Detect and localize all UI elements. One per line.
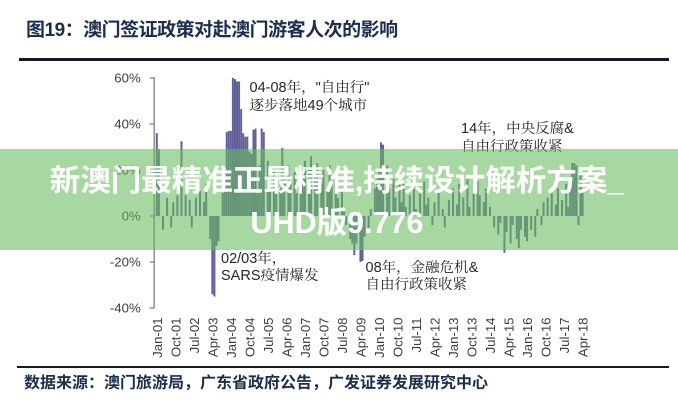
svg-text:Jan-10: Jan-10 [372,318,387,358]
svg-text:Apr-12: Apr-12 [428,318,443,358]
svg-text:40%: 40% [114,117,141,132]
svg-text:60%: 60% [114,71,141,86]
svg-text:Jul-17: Jul-17 [557,318,572,354]
svg-text:Jan-13: Jan-13 [446,318,461,358]
svg-text:Jul-05: Jul-05 [261,318,276,354]
svg-text:Apr-06: Apr-06 [279,318,294,358]
svg-text:Jul-14: Jul-14 [483,318,498,354]
svg-text:Jan-07: Jan-07 [298,318,313,358]
svg-text:Apr-09: Apr-09 [353,318,368,358]
svg-text:Oct-16: Oct-16 [539,318,554,358]
svg-text:Jul-02: Jul-02 [187,318,202,354]
svg-text:Apr-15: Apr-15 [502,318,517,358]
svg-text:Oct-13: Oct-13 [465,318,480,358]
svg-text:Apr-18: Apr-18 [576,318,591,358]
svg-text:Jul-11: Jul-11 [409,318,424,353]
svg-text:Oct-04: Oct-04 [242,318,257,358]
svg-text:-20%: -20% [110,255,141,270]
svg-text:Apr-03: Apr-03 [205,318,220,358]
svg-text:Jan-04: Jan-04 [224,318,239,358]
svg-text:Oct-07: Oct-07 [316,318,331,358]
svg-text:-40%: -40% [110,301,141,316]
svg-text:Jul-08: Jul-08 [335,318,350,354]
svg-text:Jan-16: Jan-16 [520,318,535,358]
svg-text:Oct-01: Oct-01 [168,318,183,358]
svg-text:Oct-10: Oct-10 [390,318,405,358]
svg-text:Jan-01: Jan-01 [150,318,165,358]
